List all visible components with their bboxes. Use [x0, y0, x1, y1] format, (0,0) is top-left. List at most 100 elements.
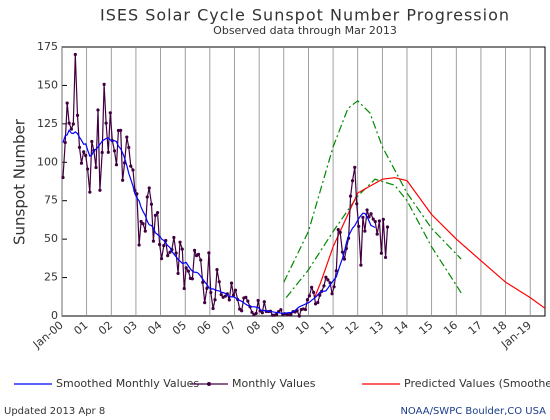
- data-point: [88, 190, 92, 194]
- legend-marker: [207, 382, 211, 386]
- data-point: [231, 293, 236, 297]
- data-point: [119, 128, 123, 132]
- chart-title: ISES Solar Cycle Sunspot Number Progress…: [100, 6, 510, 25]
- data-point: [174, 251, 178, 255]
- data-point: [166, 253, 170, 258]
- data-point: [192, 248, 197, 252]
- y-tick-label: 150: [37, 78, 58, 91]
- data-point: [381, 217, 385, 221]
- data-point: [240, 309, 244, 313]
- data-point: [275, 312, 279, 316]
- data-point: [112, 149, 117, 153]
- data-point: [143, 229, 147, 233]
- data-point: [254, 311, 258, 315]
- data-point: [350, 179, 355, 183]
- data-point: [262, 300, 266, 304]
- data-point: [96, 108, 100, 112]
- data-point: [63, 140, 67, 145]
- data-point: [139, 219, 143, 224]
- data-point: [297, 314, 301, 318]
- data-point: [244, 295, 248, 300]
- data-point: [201, 280, 205, 284]
- y-tick-label: 175: [37, 40, 58, 53]
- data-point: [94, 165, 98, 170]
- data-point: [135, 192, 139, 196]
- data-point: [178, 240, 182, 244]
- data-point: [186, 269, 191, 273]
- data-point: [379, 251, 383, 255]
- data-point: [367, 215, 371, 219]
- data-point: [316, 300, 320, 305]
- data-point: [106, 150, 110, 154]
- data-point: [125, 135, 129, 139]
- credit: NOAA/SWPC Boulder,CO USA: [400, 406, 546, 417]
- data-point: [256, 298, 260, 303]
- data-point: [151, 239, 156, 243]
- data-point: [205, 286, 209, 290]
- legend-label: Predicted Values (Smoothed): [404, 377, 550, 390]
- y-tick-label: 75: [44, 194, 58, 207]
- data-point: [71, 122, 75, 126]
- data-point: [353, 165, 357, 169]
- updated-note: Updated 2013 Apr 8: [4, 406, 105, 417]
- data-point: [168, 250, 172, 254]
- data-point: [227, 298, 231, 302]
- data-point: [156, 210, 160, 215]
- data-point: [100, 150, 104, 155]
- data-point: [223, 294, 227, 298]
- data-point: [84, 153, 88, 158]
- data-point: [355, 202, 359, 206]
- y-tick-label: 100: [37, 155, 58, 168]
- data-point: [219, 293, 223, 297]
- data-point: [383, 255, 388, 260]
- data-point: [303, 307, 308, 312]
- data-point: [207, 251, 211, 255]
- data-point: [145, 195, 149, 199]
- data-point: [365, 208, 369, 212]
- series-line: [285, 178, 462, 298]
- data-point: [359, 263, 363, 267]
- chart-subtitle: Observed data through Mar 2013: [213, 24, 397, 37]
- data-point: [326, 278, 330, 282]
- data-point: [172, 235, 176, 240]
- data-point: [229, 281, 234, 285]
- data-point: [86, 167, 90, 171]
- data-point: [203, 301, 207, 305]
- data-point: [141, 222, 145, 226]
- legend-label: Smoothed Monthly Values: [56, 377, 199, 390]
- data-point: [153, 213, 157, 217]
- data-point: [121, 178, 125, 182]
- data-point: [322, 284, 326, 288]
- y-tick-label: 125: [37, 117, 58, 130]
- data-point: [176, 271, 180, 276]
- data-point: [131, 168, 135, 172]
- data-point: [340, 250, 345, 254]
- data-point: [102, 82, 106, 86]
- data-point: [180, 247, 184, 251]
- data-point: [373, 220, 377, 224]
- data-point: [332, 285, 336, 289]
- data-point: [147, 186, 151, 190]
- data-point: [348, 194, 353, 198]
- data-point: [361, 215, 365, 219]
- data-point: [149, 202, 154, 206]
- data-point: [162, 243, 166, 248]
- data-point: [338, 230, 342, 234]
- data-point: [369, 212, 373, 216]
- data-point: [371, 217, 375, 221]
- data-point: [108, 111, 112, 115]
- data-point: [312, 290, 316, 294]
- data-point: [209, 290, 213, 295]
- data-point: [199, 258, 203, 262]
- series-line: [314, 177, 546, 309]
- data-point: [75, 113, 80, 118]
- data-point: [127, 145, 131, 150]
- data-point: [104, 121, 108, 125]
- data-point: [385, 225, 390, 229]
- data-point: [196, 252, 201, 256]
- data-point: [233, 288, 238, 292]
- data-point: [211, 306, 215, 311]
- data-point: [82, 150, 86, 154]
- data-point: [69, 127, 73, 131]
